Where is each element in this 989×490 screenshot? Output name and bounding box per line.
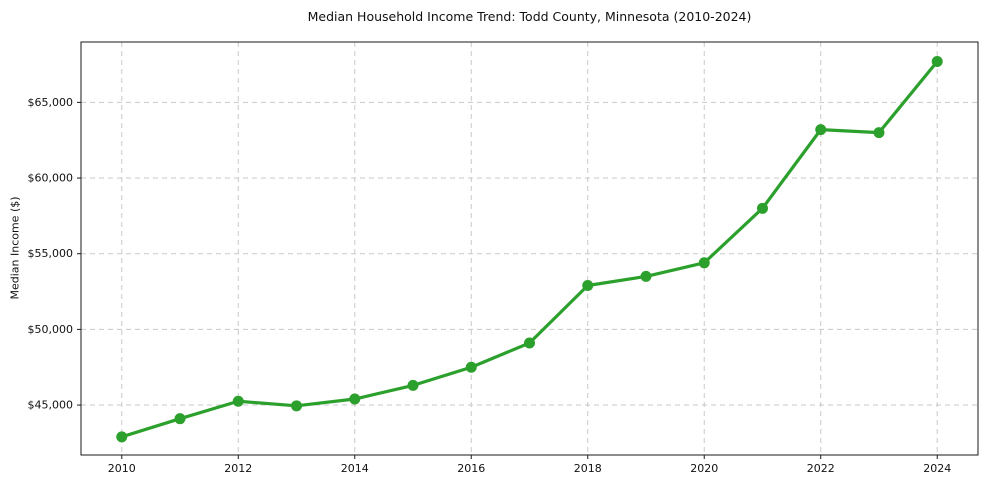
x-tick-label: 2022 bbox=[807, 462, 835, 475]
x-tick-label: 2018 bbox=[574, 462, 602, 475]
x-tick-label: 2014 bbox=[341, 462, 369, 475]
data-point-2018 bbox=[582, 280, 594, 292]
data-point-2013 bbox=[291, 400, 303, 412]
data-line bbox=[120, 59, 939, 439]
data-point-2020 bbox=[698, 257, 710, 269]
x-tick-label: 2024 bbox=[923, 462, 951, 475]
y-tick-label: $65,000 bbox=[28, 96, 74, 109]
x-tick-label: 2020 bbox=[690, 462, 718, 475]
y-tick-label: $50,000 bbox=[28, 323, 74, 336]
data-point-2016 bbox=[465, 361, 477, 373]
data-point-2024 bbox=[931, 56, 943, 68]
y-tick-label: $55,000 bbox=[28, 247, 74, 260]
data-point-2012 bbox=[232, 395, 244, 407]
x-tick-label: 2010 bbox=[108, 462, 136, 475]
plot-border bbox=[80, 41, 979, 456]
data-point-2014 bbox=[349, 393, 361, 405]
x-tick-label: 2016 bbox=[457, 462, 485, 475]
data-point-2023 bbox=[873, 127, 885, 139]
data-point-2015 bbox=[407, 379, 419, 391]
data-point-2017 bbox=[524, 337, 535, 349]
data-point-2010 bbox=[116, 431, 128, 443]
data-point-2011 bbox=[174, 413, 186, 425]
y-tick-label: $60,000 bbox=[28, 172, 74, 185]
chart-title: Median Household Income Trend: Todd Coun… bbox=[307, 9, 752, 24]
data-point-2022 bbox=[815, 124, 827, 136]
y-tick-label: $45,000 bbox=[28, 399, 74, 412]
x-tick-label: 2012 bbox=[224, 462, 252, 475]
data-point-2019 bbox=[640, 270, 652, 282]
data-point-2021 bbox=[756, 202, 768, 214]
